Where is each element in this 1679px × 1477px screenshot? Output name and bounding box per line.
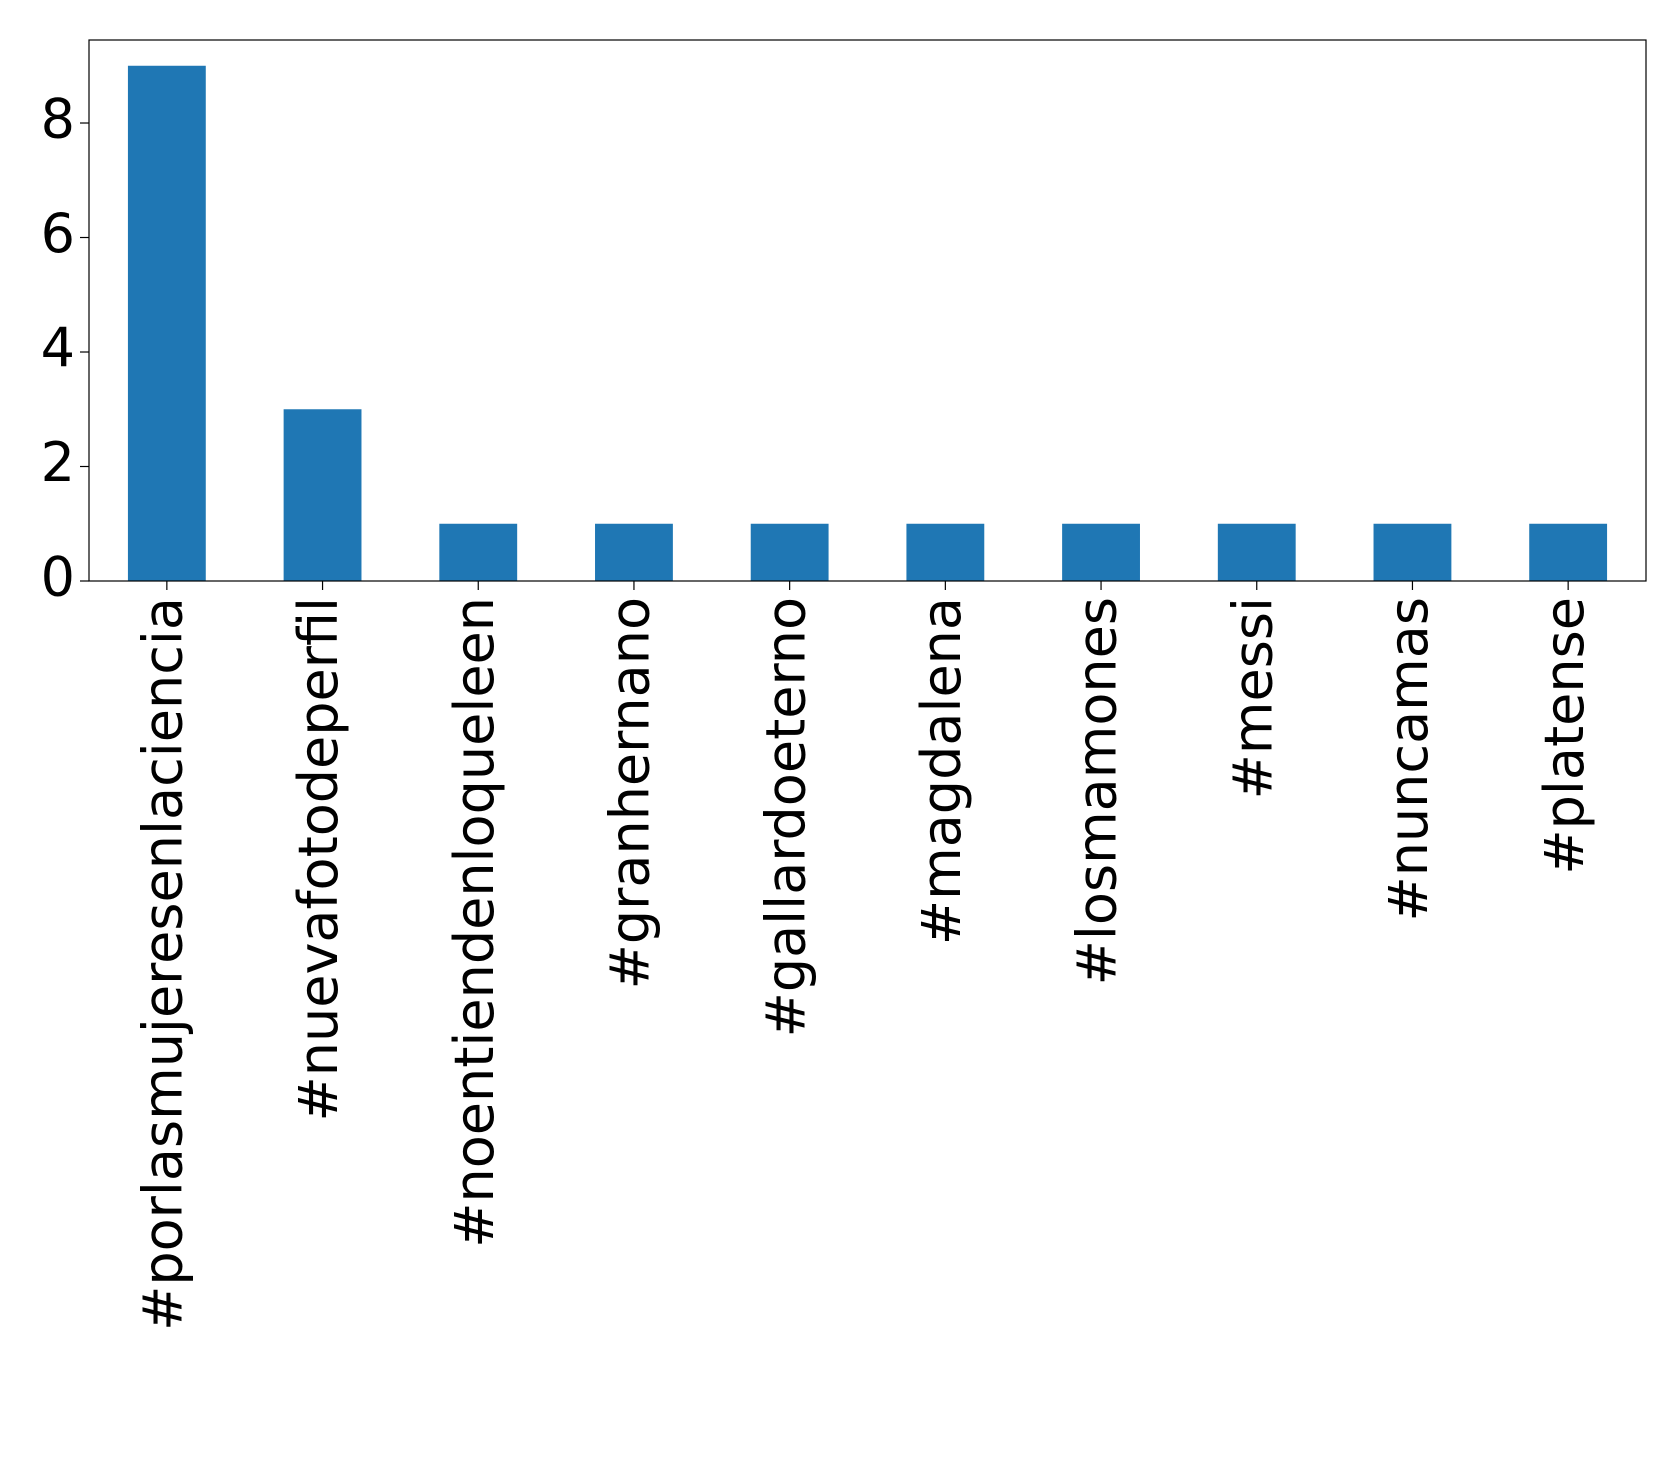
- y-tick-label: 8: [41, 88, 75, 151]
- bar: [1217, 523, 1296, 581]
- y-tick-label: 2: [41, 431, 75, 494]
- bar: [1373, 523, 1452, 581]
- bar: [1529, 523, 1608, 581]
- x-tick-label: #magdalena: [910, 597, 973, 945]
- plot-frame: [88, 39, 1647, 582]
- x-tick-label: #messi: [1221, 597, 1284, 799]
- y-tick-label: 0: [41, 546, 75, 609]
- bar: [906, 523, 985, 581]
- x-tick-label: #gallardoeterno: [754, 597, 817, 1037]
- x-tick-label: #noentiendenloqueleen: [443, 597, 506, 1248]
- x-tick-label: #platense: [1533, 597, 1596, 875]
- bar: [1062, 523, 1140, 581]
- bar: [127, 65, 206, 581]
- x-tick-label: #losmamones: [1066, 597, 1129, 985]
- y-tick-label: 6: [41, 202, 75, 265]
- bar: [439, 523, 518, 581]
- x-tick-label: #nuevafotodeperfil: [287, 597, 350, 1121]
- x-tick-label: #nuncamas: [1377, 597, 1440, 922]
- bar: [595, 523, 673, 581]
- bar: [283, 409, 362, 581]
- bar: [750, 523, 829, 581]
- x-tick-label: #porlasmujeresenlaciencia: [131, 597, 194, 1331]
- y-tick-label: 4: [41, 317, 75, 380]
- x-tick-label: #granhernano: [599, 597, 662, 989]
